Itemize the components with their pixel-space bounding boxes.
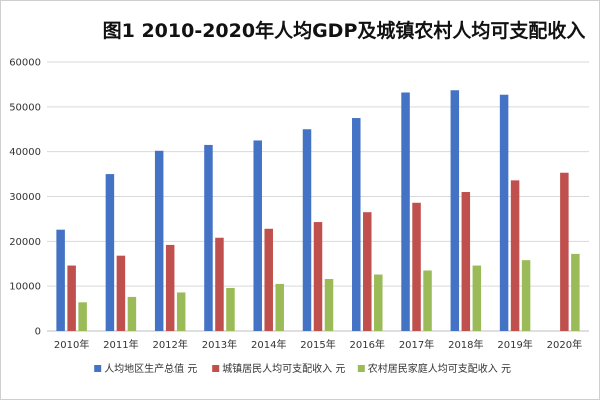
- legend-swatch-series-2: [212, 365, 220, 372]
- legend-label-series-3: 农村居民家庭人均可支配收入 元: [368, 362, 511, 375]
- y-tick-label: 10000: [9, 282, 41, 293]
- x-tick-label: 2020年: [547, 338, 582, 351]
- bar-series-1-2019年: [499, 94, 509, 331]
- bar-series-1-2018年: [450, 90, 460, 332]
- bar-series-3-2015年: [324, 278, 334, 331]
- bar-series-1-2013年: [204, 144, 213, 331]
- legend-swatch-series-1: [94, 365, 102, 372]
- legend: 人均地区生产总值 元 城镇居民人均可支配收入 元 农村居民家庭人均可支配收入 元: [94, 362, 511, 375]
- bar-series-1-2015年: [302, 129, 312, 331]
- bar-series-2-2014年: [264, 228, 273, 331]
- chart-title: 图1 2010-2020年人均GDP及城镇农村人均可支配收入: [103, 19, 586, 42]
- bar-series-1-2016年: [352, 118, 361, 332]
- x-tick-label: 2015年: [300, 338, 335, 351]
- bar-series-3-2017年: [423, 270, 432, 331]
- y-tick-label: 40000: [9, 147, 41, 158]
- y-tick-label: 20000: [9, 237, 41, 248]
- bar-series-3-2018年: [472, 265, 482, 331]
- bar-series-2-2017年: [412, 202, 421, 331]
- x-tick-label: 2013年: [202, 338, 237, 351]
- y-axis-ticks: 0 10000 20000 30000 40000 50000 60000: [9, 58, 41, 338]
- x-tick-label: 2019年: [497, 338, 532, 351]
- x-axis-ticks: 2010年 2011年 2012年 2013年 2014年 2015年 2016年 2017年…: [54, 338, 582, 351]
- y-tick-label: 50000: [9, 102, 41, 113]
- bar-series-1-2014年: [253, 140, 262, 331]
- legend-swatch-series-3: [357, 365, 365, 372]
- y-tick-label: 0: [35, 327, 41, 338]
- bar-series-3-2014年: [275, 283, 284, 331]
- bar-series-2-2019年: [510, 180, 520, 331]
- bar-series-3-2019年: [521, 260, 531, 331]
- bar-series-2-2011年: [116, 255, 126, 331]
- y-tick-label: 60000: [9, 58, 41, 69]
- x-tick-label: 2010年: [54, 338, 89, 351]
- x-tick-label: 2017年: [399, 338, 434, 351]
- x-tick-label: 2011年: [103, 338, 138, 351]
- bar-series-3-2011年: [127, 296, 137, 331]
- bar-series-2-2015年: [313, 222, 323, 331]
- x-tick-label: 2018年: [448, 338, 483, 351]
- bar-series-2-2020年: [560, 172, 569, 331]
- bar-series-2-2016年: [363, 212, 372, 331]
- y-tick-label: 30000: [9, 192, 41, 203]
- legend-label-series-2: 城镇居民人均可支配收入 元: [222, 362, 345, 375]
- bar-series-3-2013年: [226, 287, 235, 331]
- bar-series-3-2010年: [78, 302, 87, 331]
- bar-series-2-2012年: [165, 244, 175, 331]
- bar-series-3-2012年: [176, 292, 186, 331]
- x-tick-label: 2014年: [251, 338, 286, 351]
- bar-series-1-2011年: [105, 174, 115, 331]
- bar-series-2-2010年: [67, 265, 76, 331]
- x-tick-label: 2012年: [152, 338, 187, 351]
- x-tick-label: 2016年: [350, 338, 385, 351]
- bar-series-3-2020年: [571, 253, 580, 331]
- legend-label-series-1: 人均地区生产总值 元: [104, 362, 197, 375]
- bar-series-1-2012年: [154, 150, 164, 331]
- bar-series-1-2017年: [401, 92, 410, 331]
- bar-series-2-2013年: [215, 237, 224, 331]
- bars: [56, 90, 580, 332]
- bar-series-1-2010年: [56, 229, 65, 331]
- bar-series-2-2018年: [461, 192, 471, 331]
- bar-series-3-2016年: [374, 274, 383, 331]
